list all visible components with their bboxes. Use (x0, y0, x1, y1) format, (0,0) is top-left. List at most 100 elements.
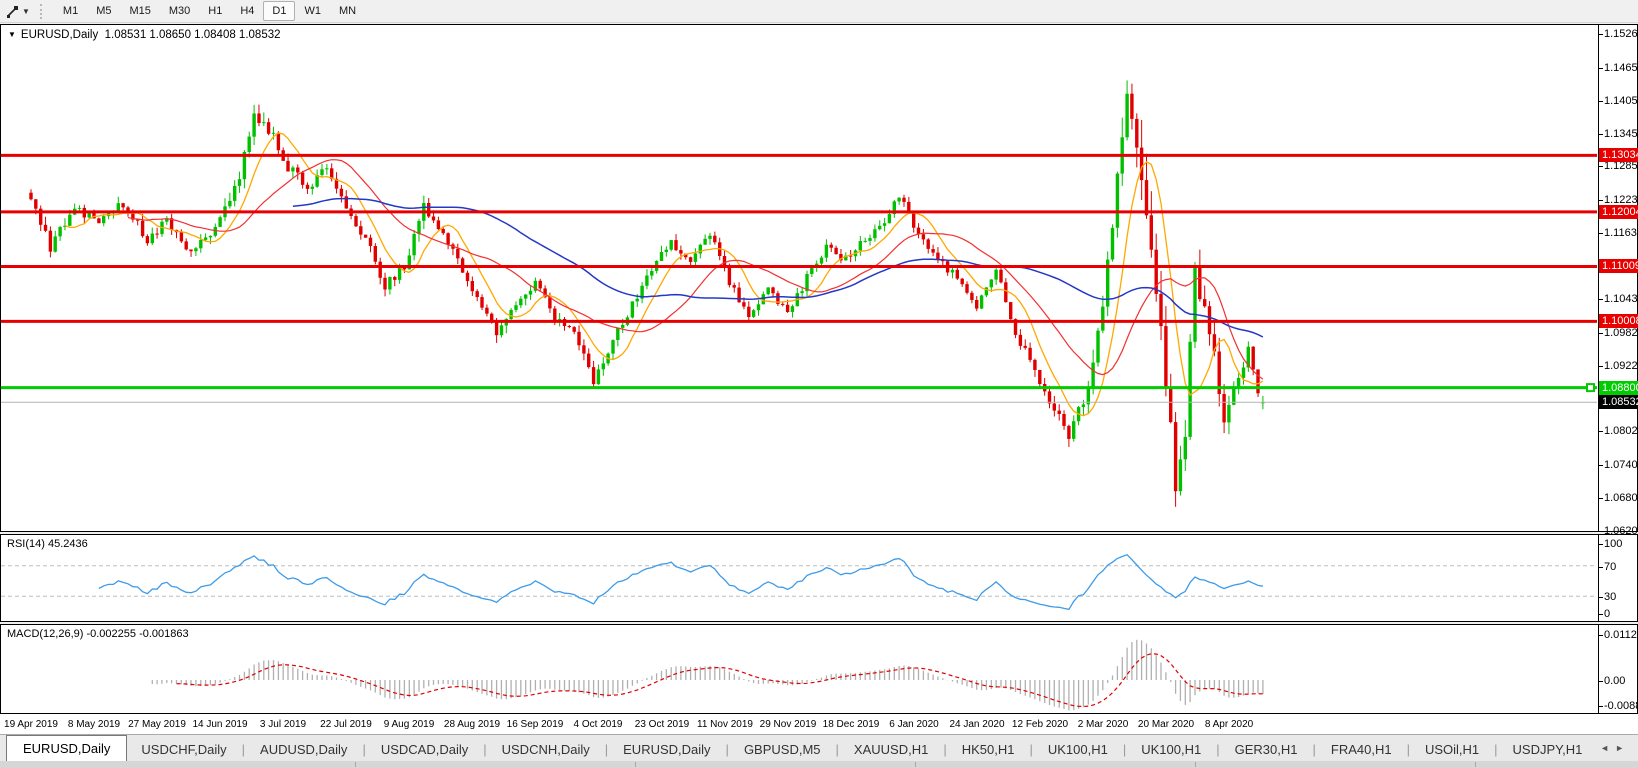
tab-divider: | (1494, 742, 1498, 757)
time-axis-tick: 12 Feb 2020 (1011, 719, 1069, 730)
resize-strip-tick (1475, 762, 1476, 767)
tab-divider: | (241, 742, 246, 757)
time-axis[interactable]: 19 Apr 2019 8 May 2019 27 May 2019 14 Jun 2… (0, 714, 1638, 734)
chart-tab-uk100-h1[interactable]: UK100,H1 (1047, 742, 1108, 757)
macd-axis-tick: -0.008845 (1598, 699, 1638, 713)
tool-dropdown-icon[interactable]: ▼ (22, 6, 30, 16)
time-axis-tick: 16 Sep 2019 (506, 719, 564, 730)
price-axis-tick: 1.14050 (1598, 94, 1638, 108)
price-axis-tick: 1.14650 (1598, 61, 1638, 75)
chart-tab-fra40-h1[interactable]: FRA40,H1 (1330, 742, 1392, 757)
level-line-price-label: 1.10008 (1599, 314, 1638, 328)
price-axis-tick: 1.12850 (1598, 159, 1638, 173)
macd-axis-tick: 0.011277 (1597, 628, 1638, 642)
time-axis-tick: 2 Mar 2020 (1077, 719, 1129, 730)
price-axis-tick: 1.13450 (1598, 127, 1638, 141)
price-axis-tick: 1.10435 (1598, 292, 1638, 306)
rsi-plot[interactable] (1, 535, 1637, 621)
tab-divider: | (835, 742, 839, 757)
resize-strip-tick (635, 762, 636, 767)
time-axis-tick: 14 Jun 2019 (192, 719, 248, 730)
crosshair-tool-icon[interactable] (5, 4, 20, 19)
time-axis-tick: 11 Nov 2019 (697, 719, 753, 730)
tab-scroll-left-icon[interactable]: ◄ (1600, 743, 1616, 753)
chart-menu-icon[interactable]: ▼ (8, 30, 16, 39)
tab-divider: | (1216, 742, 1220, 757)
price-axis-tick: 1.09820 (1598, 326, 1638, 340)
timeframe-toolbar: ▼ M1 M5 M15 M30 H1 H4 D1 W1 MN (0, 0, 1638, 23)
level-line-price-label: 1.11009 (1599, 259, 1638, 273)
chart-tab-usdcnh-daily[interactable]: USDCNH,Daily (501, 742, 590, 757)
price-axis-tick: 1.07405 (1598, 458, 1638, 472)
chart-tab-xauusd-h1[interactable]: XAUUSD,H1 (853, 742, 929, 757)
resize-strip-tick (915, 762, 916, 767)
chart-tab-uk100-h1[interactable]: UK100,H1 (1141, 742, 1202, 757)
timeframe-button-H1[interactable]: H1 (208, 5, 223, 17)
time-axis-tick: 9 Aug 2019 (383, 719, 435, 730)
timeframe-button-H4[interactable]: H4 (240, 5, 255, 17)
rsi-panel[interactable]: RSI(14) 45.2436 100 70 30 0 (0, 534, 1638, 622)
timeframe-button-M1[interactable]: M1 (62, 5, 79, 17)
tab-divider: | (1406, 742, 1410, 757)
chart-title: ▼ EURUSD,Daily 1.08531 1.08650 1.08408 1.… (8, 29, 281, 41)
chart-tab-usdcad-daily[interactable]: USDCAD,Daily (380, 742, 469, 757)
macd-plot[interactable] (1, 625, 1637, 713)
tab-divider: | (943, 742, 947, 757)
time-axis-tick: 8 Apr 2020 (1204, 719, 1254, 730)
timeframe-button-M5[interactable]: M5 (96, 5, 112, 17)
chart-tab-hk50-h1[interactable]: HK50,H1 (961, 742, 1015, 757)
chart-tab-eurusd-daily[interactable]: EURUSD,Daily (623, 742, 711, 757)
price-axis-tick: 1.06805 (1598, 491, 1638, 505)
time-axis-tick: 28 Aug 2019 (443, 719, 501, 730)
tab-divider: | (725, 742, 729, 757)
time-axis-tick: 29 Nov 2019 (759, 719, 817, 730)
macd-panel[interactable]: MACD(12,26,9) -0.002255 -0.001863 0.0112… (0, 624, 1638, 714)
timeframe-button-M30[interactable]: M30 (168, 5, 191, 17)
tab-divider: | (1029, 742, 1033, 757)
rsi-axis-tick: 100 (1597, 538, 1623, 550)
price-axis-tick: 1.08020 (1598, 424, 1638, 438)
chart-tab-audusd-daily[interactable]: AUDUSD,Daily (260, 742, 348, 757)
macd-label: MACD(12,26,9) -0.002255 -0.001863 (7, 628, 189, 640)
chart-tab-usoil-h1[interactable]: USOil,H1 (1424, 742, 1480, 757)
resize-strip-tick (355, 762, 356, 767)
rsi-axis-tick: 0 (1597, 608, 1611, 620)
tab-divider: | (1312, 742, 1316, 757)
time-axis-tick: 22 Jul 2019 (320, 719, 372, 730)
level-line-price-label: 1.12004 (1599, 205, 1638, 219)
time-axis-tick: 3 Jul 2019 (259, 719, 307, 730)
toolbar-grip[interactable] (39, 3, 46, 19)
timeframe-button-D1[interactable]: D1 (263, 1, 296, 21)
time-axis-tick: 8 May 2019 (67, 719, 121, 730)
chart-tab-ger30-h1[interactable]: GER30,H1 (1234, 742, 1298, 757)
tab-scroll-right-icon[interactable]: ► (1615, 743, 1630, 753)
timeframe-button-W1[interactable]: W1 (304, 5, 321, 17)
timeframe-button-M15[interactable]: M15 (129, 5, 151, 17)
price-axis-tick: 1.11635 (1598, 226, 1638, 240)
price-chart-panel[interactable]: ▼ EURUSD,Daily 1.08531 1.08650 1.08408 1.… (0, 24, 1638, 537)
chart-tab-gbpusd-m5[interactable]: GBPUSD,M5 (743, 742, 821, 757)
price-axis-tick: 1.09220 (1598, 359, 1638, 373)
price-axis-tick: 1.15265 (1598, 27, 1638, 41)
time-axis-tick: 18 Dec 2019 (822, 719, 880, 730)
time-axis-tick: 23 Oct 2019 (634, 719, 690, 730)
candlestick-plot[interactable] (1, 25, 1637, 531)
price-axis-tick: 1.12235 (1598, 193, 1638, 207)
chart-tab-usdchf-daily[interactable]: USDCHF,Daily (141, 742, 227, 757)
time-axis-tick: 6 Jan 2020 (889, 719, 939, 730)
tab-scroll-arrows: ◄► (1600, 743, 1630, 753)
time-axis-tick: 24 Jan 2020 (949, 719, 1005, 730)
resize-strip-tick (1195, 762, 1196, 767)
chart-tab-usdjpy-h1[interactable]: USDJPY,H1 (1512, 742, 1583, 757)
tab-divider: | (483, 742, 487, 757)
time-axis-tick: 20 Mar 2020 (1137, 719, 1195, 730)
chart-tab-eurusd-daily[interactable]: EURUSD,Daily (6, 735, 128, 762)
current-price-label: 1.08532 (1599, 395, 1638, 409)
tab-divider: | (604, 742, 609, 757)
timeframe-button-MN[interactable]: MN (338, 5, 357, 17)
chart-ohlc-values: 1.08531 1.08650 1.08408 1.08532 (104, 29, 281, 41)
chart-tab-bar: EURUSD,Daily USDCHF,Daily | AUDUSD,Daily | US… (0, 734, 1638, 762)
window-resize-strip (0, 761, 1638, 768)
price-axis-tick: 1.06205 (1598, 524, 1638, 538)
